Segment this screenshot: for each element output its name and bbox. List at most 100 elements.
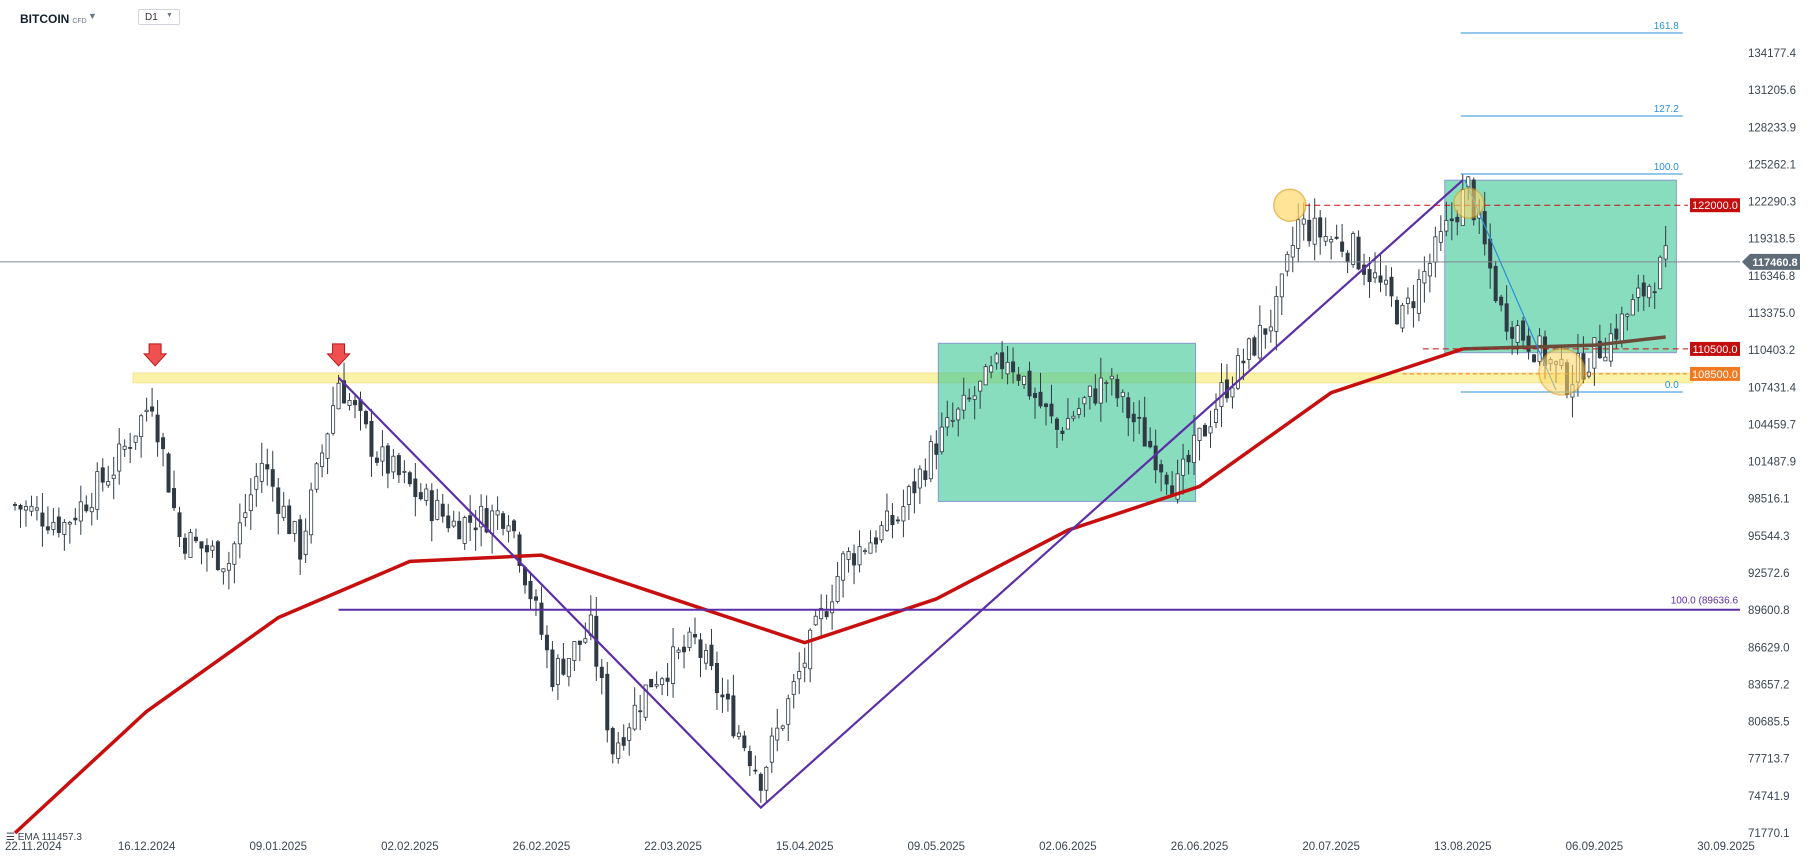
candle-body (671, 646, 676, 684)
candle-body (490, 510, 495, 534)
candle-body (396, 455, 401, 476)
candle-body (846, 551, 851, 560)
candle-body (687, 631, 692, 648)
candle-body (78, 501, 83, 522)
symbol-selector[interactable]: BITCOIN CFD (20, 12, 87, 26)
candle-body (758, 773, 763, 791)
y-axis-tick-label: 125262.1 (1748, 159, 1796, 171)
candle-body (775, 727, 780, 741)
candle-body (1597, 340, 1602, 359)
candle-body (989, 365, 994, 373)
candle-body (1153, 445, 1158, 471)
y-axis-tick-label: 77713.7 (1748, 754, 1790, 766)
x-axis-tick-label: 26.06.2025 (1171, 841, 1229, 853)
fibonacci-anchor-line (1464, 179, 1557, 391)
fibonacci-level-label: 161.8 (1654, 21, 1679, 32)
sell-arrow-icon (326, 343, 351, 367)
candle-body (1120, 391, 1125, 398)
candle-body (972, 395, 977, 400)
candle-body (56, 516, 61, 533)
candle-body (983, 366, 988, 386)
candle-body (533, 596, 538, 601)
candle-body (627, 727, 632, 741)
candle-body (451, 520, 456, 527)
timeframe-value: D1 (145, 12, 158, 23)
candle-body (1625, 313, 1630, 317)
candle-body (660, 678, 665, 686)
x-axis-tick-label: 16.12.2024 (118, 841, 176, 853)
candle-body (890, 514, 895, 526)
candle-body (791, 681, 796, 695)
candle-body (166, 453, 171, 493)
candle-body (1444, 220, 1449, 232)
x-axis-tick-label: 22.03.2025 (644, 841, 702, 853)
candle-body (1109, 375, 1114, 380)
candle-body (172, 488, 177, 509)
measured-move-label: 100.0 (89636.6 (1671, 596, 1739, 607)
candle-body (1334, 236, 1339, 239)
candle-body (1515, 325, 1520, 343)
candle-body (1038, 391, 1043, 407)
candle-body (1208, 426, 1213, 434)
y-axis-tick-label: 80685.5 (1748, 717, 1790, 729)
candle-body (161, 437, 166, 450)
candle-body (1329, 239, 1334, 243)
candle-body (51, 521, 56, 530)
y-axis-tick-label: 86629.0 (1748, 642, 1790, 654)
x-axis-tick-label: 09.01.2025 (249, 841, 307, 853)
candle-body (12, 504, 17, 506)
candle-body (1504, 303, 1509, 332)
candle-body (484, 508, 489, 533)
candle-body (276, 487, 281, 514)
candle-body (512, 520, 517, 532)
candle-body (1268, 326, 1273, 332)
candle-body (830, 601, 835, 614)
candle-body (67, 522, 72, 525)
candle-body (1131, 413, 1136, 423)
x-axis-tick-label: 13.08.2025 (1434, 841, 1492, 853)
candle-body (18, 505, 23, 510)
candle-body (1636, 287, 1641, 298)
candle-body (912, 481, 917, 494)
candle-body (917, 468, 922, 489)
candle-body (1405, 297, 1410, 304)
candle-body (1175, 473, 1180, 500)
candle-body (1307, 219, 1312, 242)
candle-body (281, 505, 286, 518)
sell-arrow-icon (142, 343, 168, 367)
candle-body (215, 541, 220, 570)
candle-body (1142, 417, 1147, 447)
candle-body (29, 505, 34, 512)
candle-body (1411, 301, 1416, 309)
candle-body (1022, 375, 1027, 385)
candle-body (1197, 427, 1202, 441)
candle-body (577, 640, 582, 645)
candle-body (967, 397, 972, 400)
ema-legend-label: EMA (17, 832, 39, 843)
candle-body (1318, 217, 1323, 238)
candle-body (462, 517, 467, 544)
candle-body (1082, 397, 1087, 405)
candle-body (183, 537, 188, 554)
candle-body (309, 489, 314, 536)
candle-body (1389, 276, 1394, 297)
fibonacci-level-label: 0.0 (1665, 380, 1679, 391)
timeframe-dropdown-icon[interactable]: ▼ (166, 12, 173, 19)
timeframe-selector[interactable]: D1 (138, 9, 180, 25)
candle-body (1285, 253, 1290, 272)
candle-body (703, 650, 708, 664)
y-axis-tick-label: 110403.2 (1748, 345, 1795, 357)
y-axis-tick-label: 92572.6 (1748, 568, 1790, 580)
candle-body (517, 534, 522, 567)
candle-body (1647, 286, 1652, 299)
candle-body (1071, 415, 1076, 419)
symbol-name: BITCOIN (20, 12, 70, 26)
price-level-tag (1690, 366, 1740, 381)
candle-body (797, 671, 802, 680)
candle-body (610, 728, 615, 755)
y-axis-tick-label: 101487.9 (1748, 457, 1796, 469)
symbol-dropdown-icon[interactable]: ▼ (88, 11, 97, 21)
candle-body (1433, 236, 1438, 263)
candle-body (1400, 304, 1405, 329)
